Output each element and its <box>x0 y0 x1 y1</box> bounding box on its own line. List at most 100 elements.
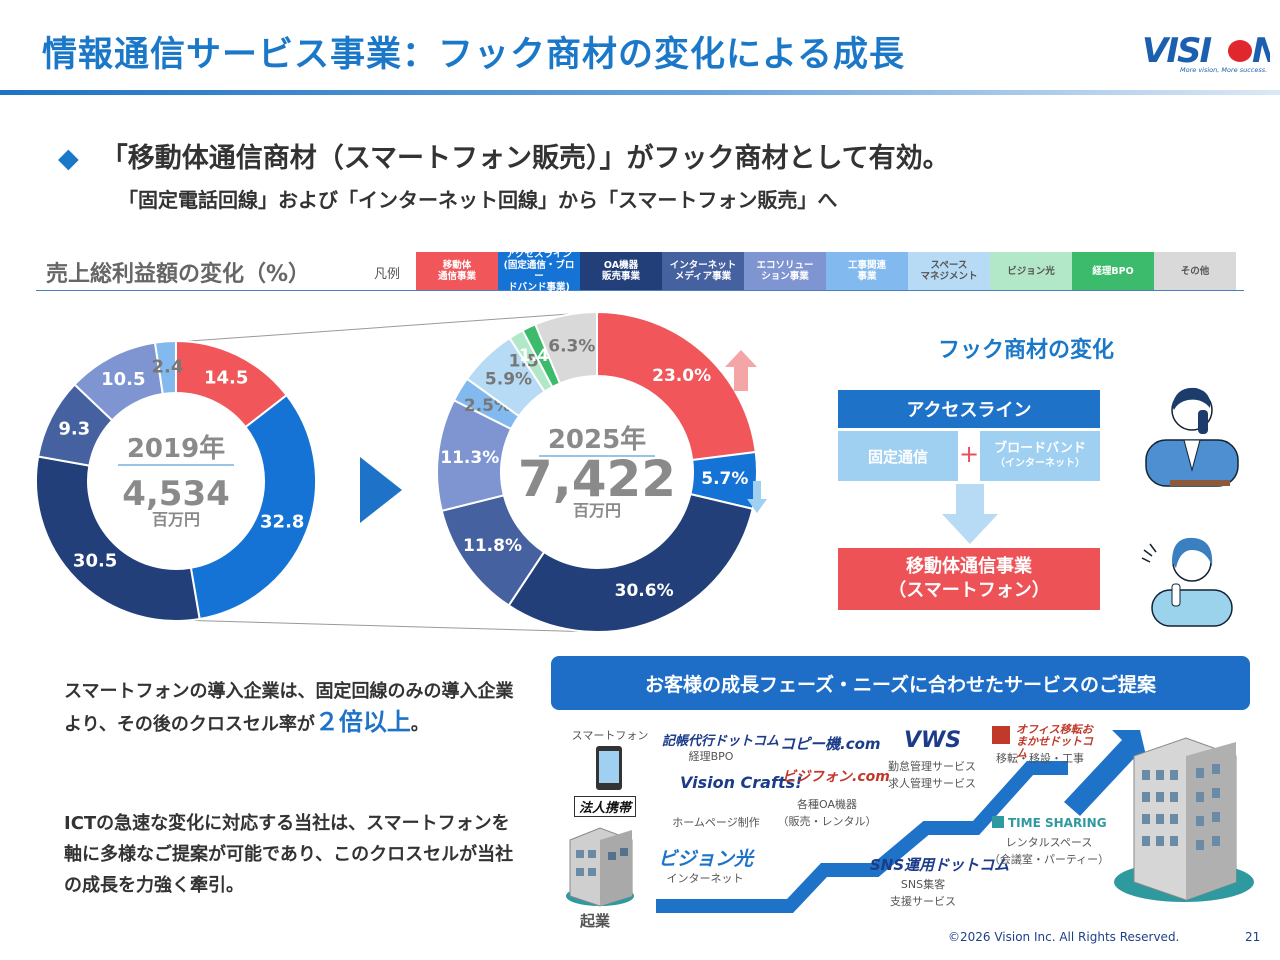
data-label: 9.3 <box>58 419 90 440</box>
smartphone-icon <box>596 746 622 790</box>
up-arrow-icon <box>725 350 757 391</box>
down-arrow-icon <box>747 481 767 513</box>
bizphone-brand: ビジフォン.com <box>782 769 890 785</box>
houjin-keitai-brand: 法人携帯 <box>574 796 637 817</box>
growth-arrow-path <box>656 761 1068 913</box>
vws-brand: VWS <box>904 728 962 753</box>
donut-slice <box>153 339 177 396</box>
office-move-brand: オフィス移転おまかせドットコム <box>1016 723 1093 760</box>
data-label: 23.0% <box>652 366 711 386</box>
legend-item: 経理BPO <box>1072 252 1154 290</box>
time-sharing-icon <box>992 816 1004 828</box>
donut-slice <box>189 393 317 621</box>
hook-title: フック商材の変化 <box>938 338 1115 363</box>
data-label: 11.3% <box>440 448 499 468</box>
legend-item: 移動体 通信事業 <box>416 252 498 290</box>
chart-title: 売上総利益額の変化（%） <box>46 262 311 287</box>
copyright: ©2026 Vision Inc. All Rights Reserved. <box>948 930 1180 944</box>
office-move-label: 移転・移設・工事 <box>996 752 1084 765</box>
zoom-line-top <box>175 311 598 343</box>
page-title: 情報通信サービス事業：フック商材の変化による成長 <box>42 35 905 75</box>
vision-crafts-brand: Vision Crafts! <box>680 773 803 792</box>
play-arrow-icon <box>360 457 402 523</box>
center-value: 4,534 <box>122 474 230 514</box>
growth-arrowhead-icon <box>1064 730 1148 816</box>
legend-item: アクセスライン (固定通信・ブロー ドバンド事業) <box>498 249 580 293</box>
headline: ◆ 「移動体通信商材（スマートフォン販売）」がフック商材として有効。 <box>58 136 950 175</box>
office-move-icon <box>992 726 1010 744</box>
data-label: 2.4 <box>151 356 183 377</box>
donut-slice <box>596 310 757 462</box>
data-label: 11.8% <box>463 536 522 556</box>
sns-unyou-brand: SNS運用ドットコム <box>870 856 1010 874</box>
internet-label: インターネット <box>666 872 744 885</box>
growth-staircase <box>566 726 1254 913</box>
accounting-bpo-label: 経理BPO <box>688 750 734 763</box>
legend-item: OA機器 販売事業 <box>580 252 662 290</box>
data-label: 5.9% <box>485 370 532 390</box>
broadband-label: ブロードバンド <box>994 441 1086 456</box>
kichou-daikou-brand: 記帳代行ドットコム <box>662 734 780 749</box>
page-number: 21 <box>1245 930 1261 944</box>
homepage-label: ホームページ制作 <box>672 816 760 829</box>
attendance-label: 勤怠管理サービス 求人管理サービス <box>888 760 976 790</box>
large-building-icon <box>1114 737 1254 902</box>
copyki-brand: コピー機.com <box>780 735 881 753</box>
headline-text: 「移動体通信商材（スマートフォン販売）」がフック商材として有効。 <box>100 143 950 174</box>
title-divider <box>0 90 1280 95</box>
donut-slice <box>35 455 201 622</box>
subheadline: 「固定電話回線」および「インターネット回線」から「スマートフォン販売」へ <box>118 188 838 212</box>
ict-paragraph: ICTの急速な変化に対応する当社は、スマートフォンを軸に多様なご提案が可能であり… <box>64 813 514 896</box>
legend-item: エコソリュー ション事業 <box>744 252 826 290</box>
mobile-sub: （スマートフォン） <box>888 580 1050 601</box>
data-label: 30.6% <box>615 581 674 601</box>
legend: 移動体 通信事業 アクセスライン (固定通信・ブロー ドバンド事業) OA機器 販売… <box>416 249 1236 293</box>
sns-label: SNS集客 支援サービス <box>890 878 956 908</box>
chart-divider <box>36 290 1244 291</box>
company-logo: VISI N More vision, More success. <box>1140 30 1280 74</box>
plus-icon: + <box>958 440 980 468</box>
logo-tagline: More vision, More success. <box>1180 66 1267 74</box>
zoom-line-bottom <box>175 619 598 633</box>
center-value: 7,422 <box>518 450 676 508</box>
legend-item: 工事関連 事業 <box>826 252 908 290</box>
crosssell-paragraph: スマートフォンの導入企業は、固定回線のみの導入企業より、その後のクロスセル率が２… <box>64 676 524 740</box>
fixed-line-box: 固定通信 <box>838 431 958 481</box>
donut-slice <box>507 492 754 633</box>
center-year: 2019年 <box>127 433 225 464</box>
legend-label: 凡例 <box>374 267 401 282</box>
broadband-box: ブロードバンド （インターネット） <box>980 431 1100 481</box>
access-line-box: アクセスライン <box>838 390 1100 428</box>
vision-logo-icon: VISI N More vision, More success. <box>1142 31 1280 74</box>
data-label: 6.3% <box>548 336 595 356</box>
diamond-bullet-icon: ◆ <box>58 143 79 174</box>
time-sharing-brand: TIME SHARING <box>1008 816 1107 830</box>
startup-label: 起業 <box>580 912 611 930</box>
center-unit: 百万円 <box>152 510 200 529</box>
crosssell-end: 。 <box>410 714 429 735</box>
donut-slice <box>533 310 598 385</box>
down-block-arrow-icon <box>942 484 998 544</box>
svg-text:VISI: VISI <box>1142 31 1211 71</box>
svg-text:N: N <box>1252 31 1270 71</box>
rental-space-label: レンタルスペース （会議室・パーティー） <box>988 836 1110 866</box>
legend-item: ビジョン光 <box>990 252 1072 290</box>
broadband-sub: （インターネット） <box>995 458 1085 469</box>
vision-hikari-brand: ビジョン光 <box>658 848 754 870</box>
smartphone-label: スマートフォン <box>571 729 649 742</box>
legend-item: スペース マネジメント <box>908 252 990 290</box>
mobile-label: 移動体通信事業 <box>906 556 1032 577</box>
small-building-icon <box>566 827 634 907</box>
center-year: 2025年 <box>548 424 646 455</box>
data-label: 5.7% <box>701 469 748 489</box>
donut-2025: 23.0%5.7%30.6%11.8%11.3%2.5%5.9%1.5%1.4%… <box>436 310 758 633</box>
emphasis-2x: ２倍以上 <box>314 708 411 736</box>
service-banner: お客様の成長フェーズ・ニーズに合わせたサービスのご提案 <box>551 656 1250 710</box>
data-label: 30.5 <box>73 550 117 571</box>
businesswoman-phone-icon <box>1141 537 1233 627</box>
data-label: 14.5 <box>204 368 248 389</box>
center-unit: 百万円 <box>573 501 621 520</box>
businessman-phone-icon <box>1145 387 1239 487</box>
